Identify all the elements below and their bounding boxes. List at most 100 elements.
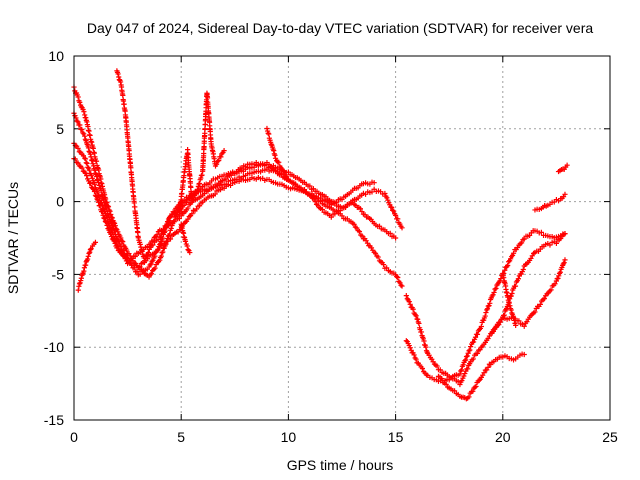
x-tick-label: 15 — [388, 429, 404, 445]
data-point — [532, 309, 538, 315]
data-point — [483, 309, 489, 316]
data-point — [194, 187, 201, 193]
x-tick-label: 10 — [281, 429, 297, 445]
data-point — [520, 266, 526, 273]
data-point — [505, 262, 511, 269]
data-point — [399, 283, 405, 289]
data-point — [476, 326, 483, 333]
data-point — [95, 197, 101, 203]
data-point — [476, 377, 482, 383]
data-point — [103, 219, 109, 225]
data-point — [160, 249, 166, 255]
data-point — [497, 319, 503, 325]
data-point — [87, 151, 93, 157]
data-point — [143, 255, 149, 261]
data-point — [112, 240, 118, 247]
data-point — [150, 257, 156, 263]
data-point — [86, 250, 92, 256]
data-point — [93, 193, 99, 200]
data-point — [502, 267, 508, 273]
data-point — [552, 281, 558, 287]
data-point — [467, 347, 473, 353]
data-point — [92, 181, 98, 187]
data-point — [147, 262, 153, 268]
data-point — [403, 338, 409, 344]
data-point — [148, 261, 154, 267]
data-point — [555, 275, 561, 281]
data-point — [421, 338, 427, 344]
x-tick-label: 0 — [70, 429, 78, 445]
data-point — [385, 197, 391, 203]
data-point — [84, 256, 91, 262]
y-axis-label: SDTVAR / TECUs — [5, 182, 21, 294]
data-point — [89, 173, 95, 179]
data-point — [92, 192, 99, 198]
data-point — [406, 299, 412, 305]
data-point — [437, 367, 443, 373]
data-point — [75, 145, 81, 152]
data-point — [470, 356, 476, 362]
data-point — [92, 239, 99, 245]
data-point — [145, 249, 152, 256]
data-point — [100, 212, 106, 218]
data-point — [491, 289, 497, 296]
data-point — [212, 191, 218, 197]
data-point — [115, 71, 121, 77]
data-point — [372, 250, 379, 256]
data-point — [90, 163, 97, 169]
data-point — [75, 160, 81, 166]
data-point — [265, 130, 271, 136]
data-point — [518, 240, 525, 246]
data-point — [511, 317, 517, 323]
data-point — [81, 265, 88, 271]
x-axis-label: GPS time / hours — [287, 457, 394, 473]
data-point — [397, 280, 403, 286]
data-point — [78, 104, 85, 110]
series-track-14 — [500, 270, 519, 328]
data-point — [512, 283, 519, 289]
data-point — [171, 219, 177, 225]
data-point — [81, 109, 87, 115]
data-point — [84, 173, 90, 179]
data-point — [96, 182, 102, 188]
data-point — [138, 244, 144, 250]
y-tick-label: -10 — [44, 339, 64, 355]
data-point — [537, 301, 543, 308]
data-point — [395, 216, 401, 222]
data-point — [319, 206, 325, 213]
series-track-4 — [71, 156, 377, 271]
data-point — [91, 188, 98, 195]
data-point — [492, 286, 498, 292]
data-point — [281, 169, 287, 175]
data-point — [168, 225, 174, 232]
data-point — [85, 145, 92, 151]
data-point — [391, 208, 397, 214]
data-point — [152, 265, 158, 271]
data-point — [547, 242, 553, 248]
data-point — [464, 353, 470, 359]
data-point — [75, 94, 81, 100]
data-point — [510, 250, 517, 256]
data-point — [394, 273, 400, 280]
data-point — [201, 191, 208, 197]
data-point — [460, 362, 466, 368]
data-point — [384, 195, 390, 201]
data-point — [472, 384, 478, 390]
data-point — [415, 316, 421, 322]
data-point — [410, 306, 416, 312]
data-point — [117, 241, 123, 247]
data-point — [182, 238, 189, 244]
data-point — [213, 161, 220, 167]
data-point — [79, 126, 85, 133]
data-point — [451, 388, 458, 394]
data-point — [108, 233, 115, 240]
y-tick-label: 5 — [56, 121, 64, 137]
data-point — [137, 271, 143, 277]
data-point — [285, 177, 291, 183]
data-point — [498, 276, 504, 282]
data-point — [104, 222, 110, 228]
data-point — [407, 345, 413, 351]
data-point — [485, 364, 491, 370]
series-track-13 — [489, 257, 568, 335]
